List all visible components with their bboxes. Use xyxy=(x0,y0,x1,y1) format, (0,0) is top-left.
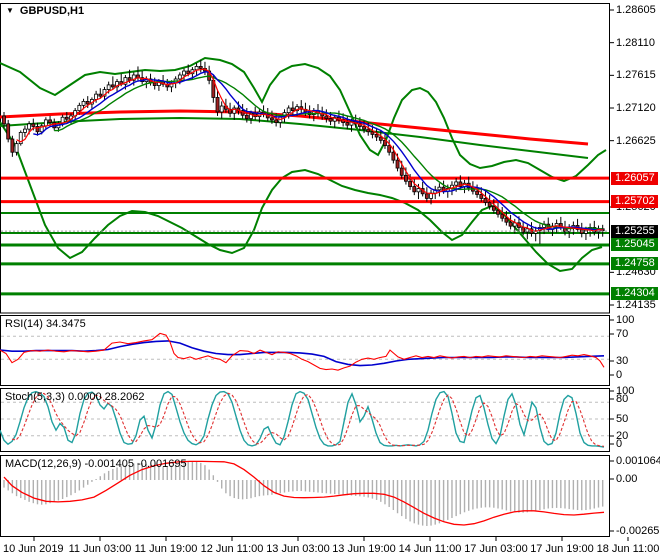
price-tick-label: 1.27615 xyxy=(616,69,656,82)
time-tick-label: 17 Jun 03:00 xyxy=(464,543,528,555)
chevron-down-icon[interactable]: ▼ xyxy=(6,6,14,15)
time-tick-label: 13 Jun 03:00 xyxy=(266,543,330,555)
time-tick-label: 18 Jun 11:00 xyxy=(596,543,660,555)
price-tick-label: 1.28605 xyxy=(616,4,656,16)
panel-border xyxy=(0,3,610,314)
price-level-badge: 1.25702 xyxy=(611,195,658,209)
indicator-tick-label: 80 xyxy=(616,393,629,405)
indicator-tick-label: 100 xyxy=(616,314,635,326)
indicator-tick-label: -0.00265 xyxy=(616,525,660,537)
chart-symbol-title[interactable]: ▼ GBPUSD,H1 xyxy=(6,5,84,17)
time-tick-label: 13 Jun 19:00 xyxy=(332,543,396,555)
indicator-tick-label: 70 xyxy=(616,328,629,340)
time-tick-label: 17 Jun 19:00 xyxy=(530,543,594,555)
price-level-badge: 1.26057 xyxy=(611,171,658,185)
indicator-tick-label: 0.001064 xyxy=(616,455,660,467)
price-tick-label: 1.28110 xyxy=(616,36,655,49)
time-tick-label: 14 Jun 11:00 xyxy=(398,543,462,555)
indicator-tick-label: 0.00 xyxy=(616,473,638,485)
indicator-tick-label: 50 xyxy=(616,413,629,425)
rsi-panel xyxy=(0,332,609,371)
price-level-badge: 1.25045 xyxy=(611,238,658,252)
indicator-tick-label: 0 xyxy=(616,438,623,450)
time-tick-label: 11 Jun 03:00 xyxy=(68,543,132,555)
price-tick-label: 1.27120 xyxy=(616,102,656,114)
indicator-tick-label: 20 xyxy=(616,430,629,442)
rsi-indicator-label: RSI(14) 34.3475 xyxy=(5,318,86,330)
time-tick-label: 12 Jun 11:00 xyxy=(200,543,264,555)
price-level-badge: 1.25255 xyxy=(611,224,658,238)
symbol-timeframe-label: GBPUSD,H1 xyxy=(19,5,85,17)
price-level-badge: 1.24758 xyxy=(611,257,658,271)
price-tick-label: 1.24135 xyxy=(616,298,656,311)
price-tick-label: 1.26625 xyxy=(616,134,656,147)
indicator-tick-label: 0 xyxy=(616,369,623,381)
panel-border xyxy=(0,388,610,452)
price-level-badge: 1.24304 xyxy=(611,287,658,301)
macd-panel xyxy=(3,460,605,526)
stoch-indicator-label: Stoch(5,3,3) 0.0000 28.2062 xyxy=(5,391,145,403)
main-price-panel xyxy=(0,56,609,296)
panel-border xyxy=(0,455,610,537)
time-tick-label: 11 Jun 19:00 xyxy=(134,543,198,555)
macd-indicator-label: MACD(12,26,9) -0.001405 -0.001695 xyxy=(5,458,187,470)
indicator-tick-label: 30 xyxy=(616,355,629,367)
time-tick-label: 10 Jun 2019 xyxy=(3,543,64,555)
stoch-panel xyxy=(0,390,609,448)
indicator-tick-label: 100 xyxy=(616,385,635,397)
